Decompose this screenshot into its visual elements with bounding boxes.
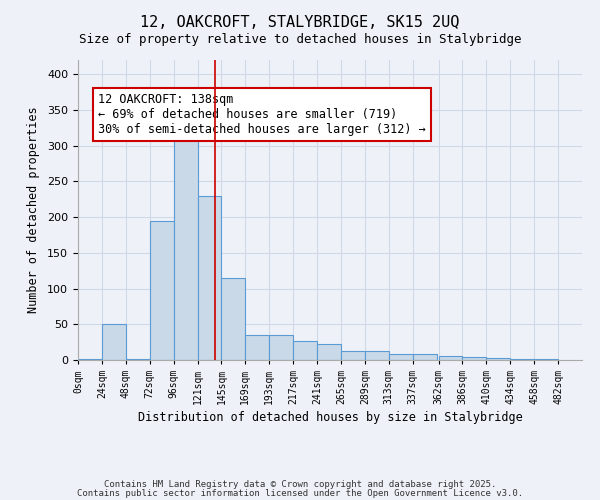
Bar bbox=[78, 358, 102, 360]
Bar bbox=[439, 356, 463, 360]
Bar bbox=[197, 196, 221, 360]
Bar bbox=[317, 344, 341, 360]
Text: 12 OAKCROFT: 138sqm
← 69% of detached houses are smaller (719)
30% of semi-detac: 12 OAKCROFT: 138sqm ← 69% of detached ho… bbox=[98, 93, 426, 136]
Text: 12, OAKCROFT, STALYBRIDGE, SK15 2UQ: 12, OAKCROFT, STALYBRIDGE, SK15 2UQ bbox=[140, 15, 460, 30]
Bar bbox=[269, 335, 293, 360]
Bar bbox=[487, 358, 510, 360]
Bar bbox=[341, 350, 365, 360]
Bar bbox=[245, 335, 269, 360]
Bar bbox=[102, 324, 126, 360]
Y-axis label: Number of detached properties: Number of detached properties bbox=[27, 106, 40, 314]
Bar bbox=[389, 354, 413, 360]
Bar bbox=[221, 278, 245, 360]
Bar bbox=[150, 220, 173, 360]
Bar bbox=[534, 358, 558, 360]
Text: Contains HM Land Registry data © Crown copyright and database right 2025.: Contains HM Land Registry data © Crown c… bbox=[104, 480, 496, 489]
Text: Size of property relative to detached houses in Stalybridge: Size of property relative to detached ho… bbox=[79, 32, 521, 46]
Text: Contains public sector information licensed under the Open Government Licence v3: Contains public sector information licen… bbox=[77, 488, 523, 498]
Bar bbox=[510, 358, 534, 360]
Bar bbox=[413, 354, 437, 360]
Bar bbox=[293, 340, 317, 360]
Bar bbox=[365, 352, 389, 360]
Bar bbox=[173, 135, 197, 360]
Bar bbox=[463, 357, 487, 360]
Bar bbox=[126, 358, 150, 360]
X-axis label: Distribution of detached houses by size in Stalybridge: Distribution of detached houses by size … bbox=[137, 411, 523, 424]
